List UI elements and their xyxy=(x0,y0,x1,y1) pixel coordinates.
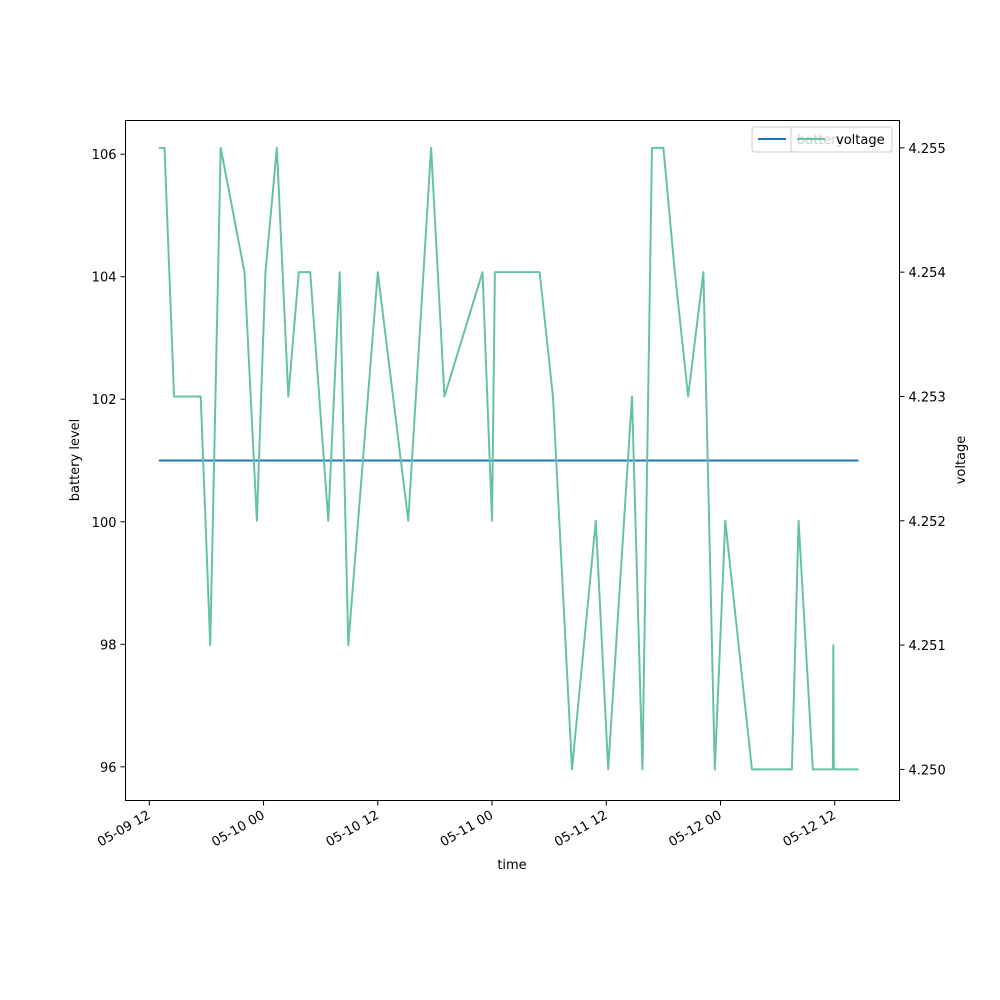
y-right-axis-ticks: 4.250 4.251 4.252 4.253 4.254 4.255 xyxy=(899,142,946,778)
y-left-tick-label: 98 xyxy=(100,638,117,653)
y-right-tick-label: 4.254 xyxy=(909,266,946,281)
y-right-tick-label: 4.255 xyxy=(909,142,946,157)
legend-voltage: voltage xyxy=(790,126,893,153)
y-right-tick-label: 4.253 xyxy=(909,390,946,405)
y-left-tick-label: 96 xyxy=(100,761,117,776)
series-line-voltage xyxy=(158,146,859,771)
y-left-tick-label: 104 xyxy=(92,271,117,286)
y-left-tick-label: 102 xyxy=(92,393,117,408)
legend-voltage-box xyxy=(790,126,893,153)
y-left-axis-label: battery level xyxy=(68,419,83,502)
y-right-tick-label: 4.252 xyxy=(909,515,946,530)
y-right-tick-label: 4.250 xyxy=(909,763,946,778)
series-layer xyxy=(158,146,859,771)
y-right-tick-label: 4.251 xyxy=(909,639,946,654)
x-axis-label: time xyxy=(497,858,526,873)
y-left-tick-label: 100 xyxy=(92,516,117,531)
y-right-axis-label: voltage xyxy=(954,436,969,485)
plot-frame xyxy=(125,120,900,801)
legend-voltage-label: voltage xyxy=(836,133,885,148)
y-left-axis-ticks: 96 98 100 102 104 106 xyxy=(92,148,126,776)
y-left-tick-label: 106 xyxy=(92,148,117,163)
